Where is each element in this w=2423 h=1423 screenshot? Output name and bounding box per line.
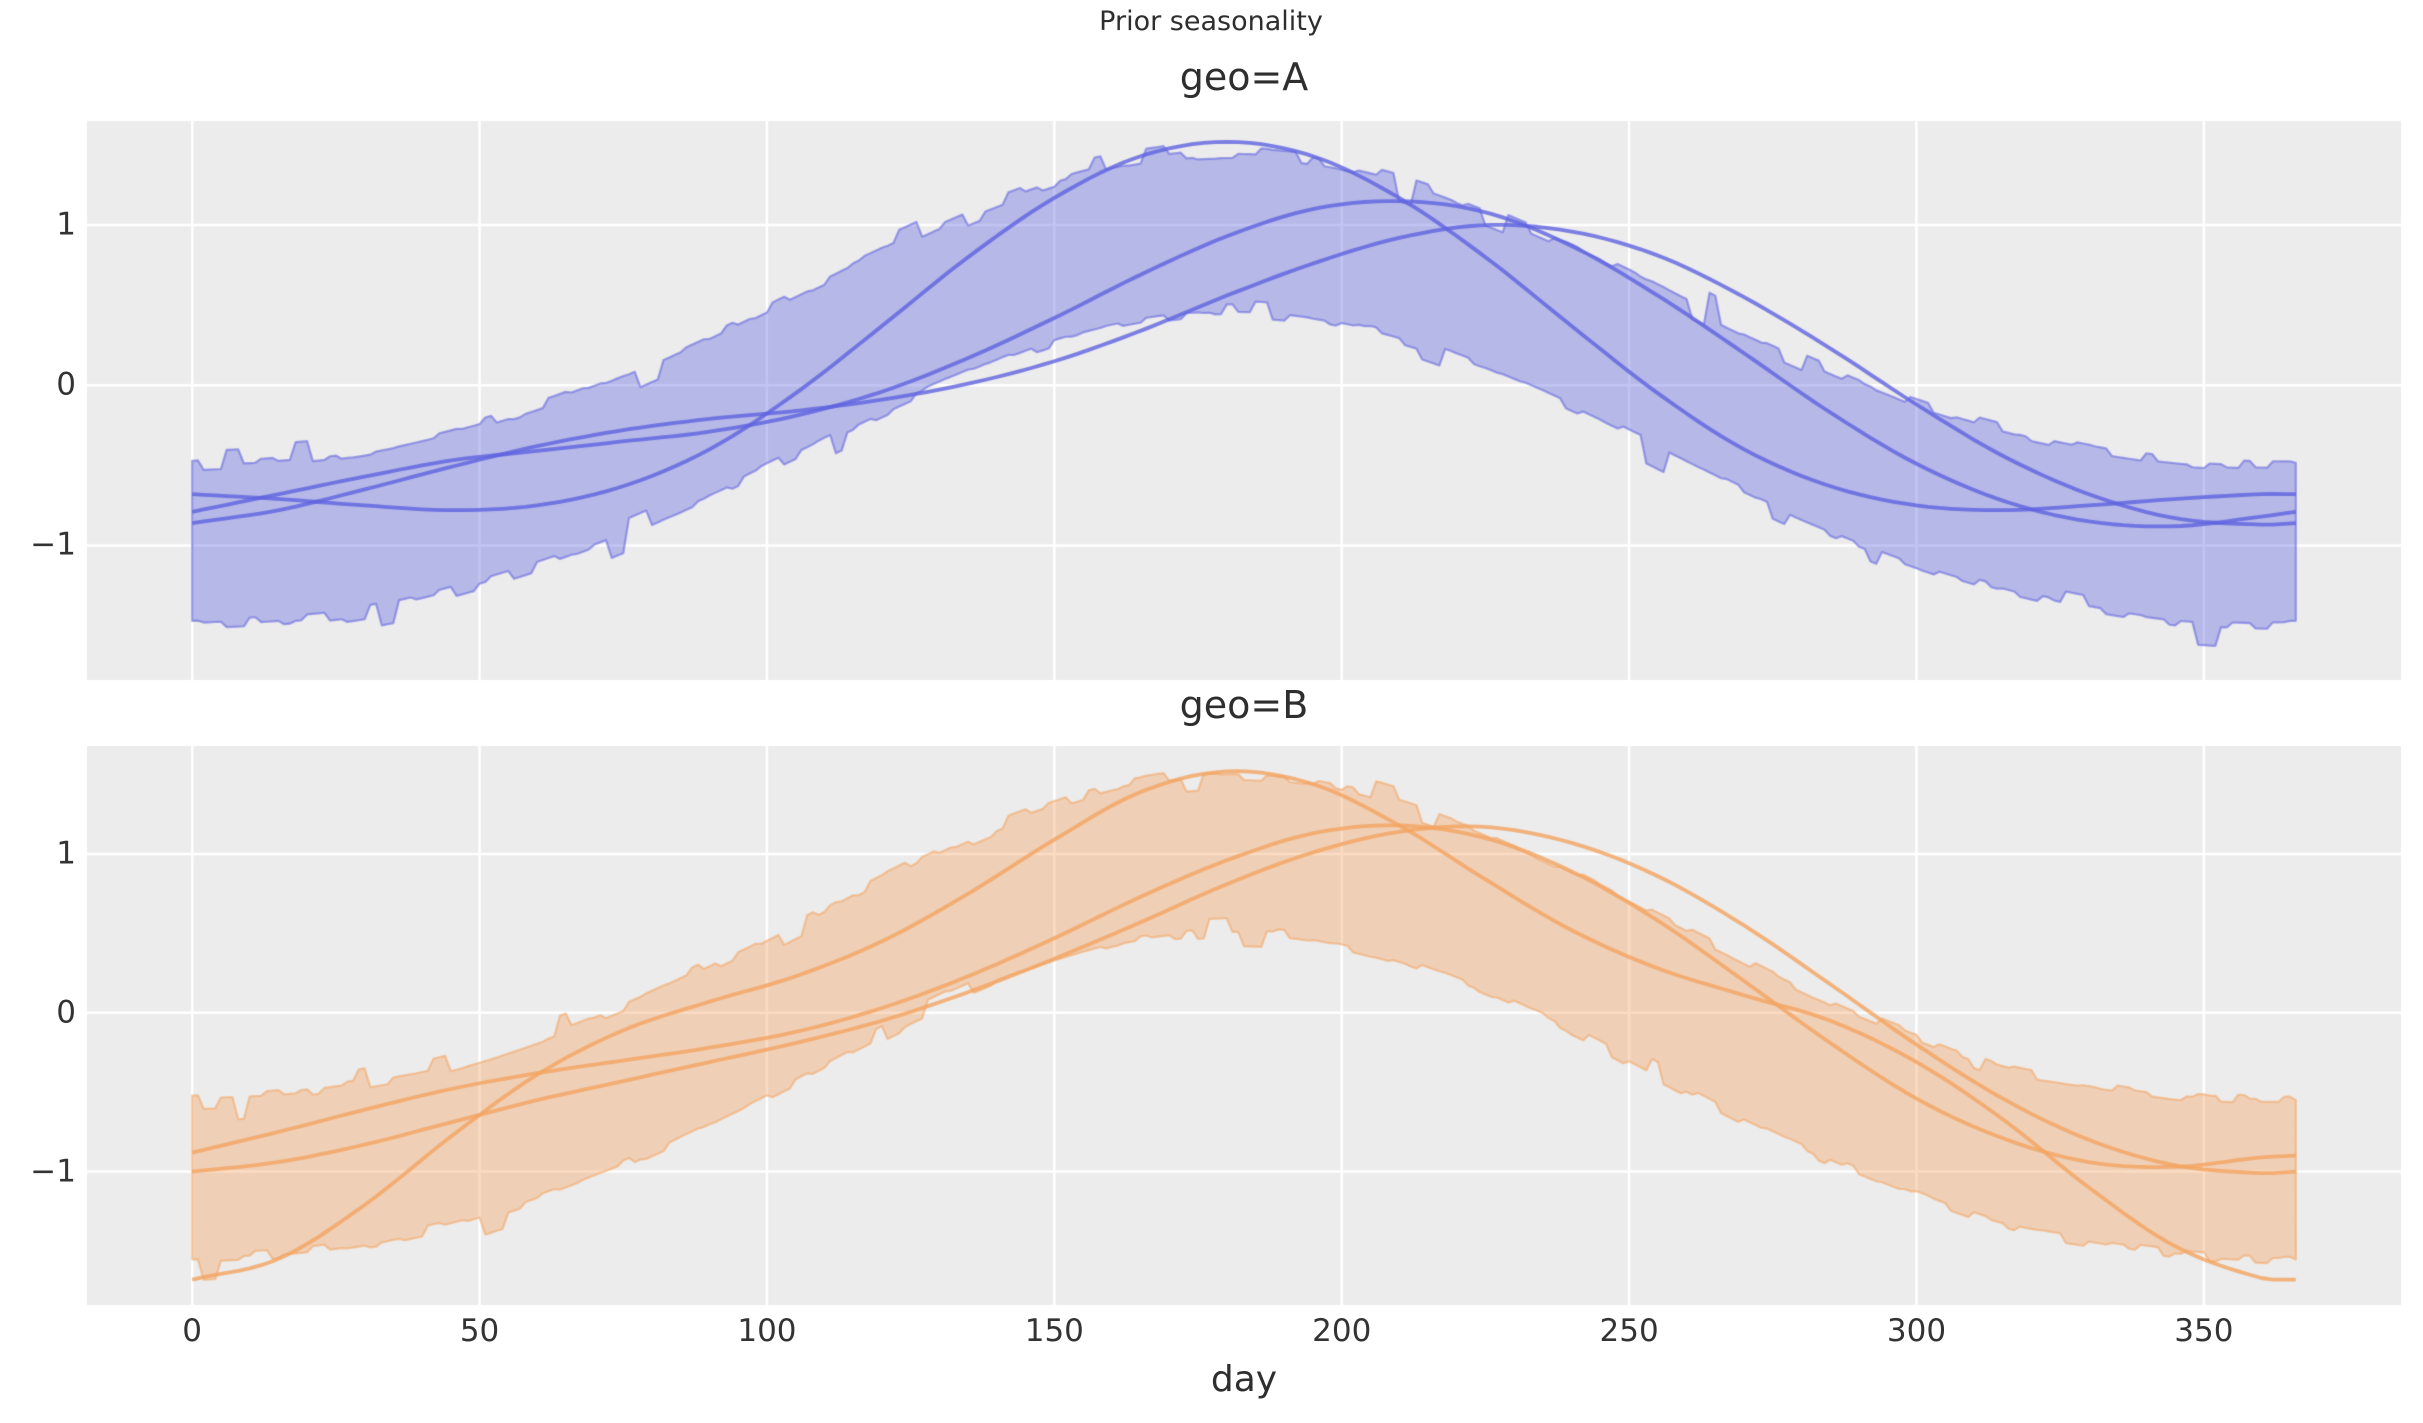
x-tick-label: 250 — [1599, 1313, 1659, 1349]
y-tick-label: 0 — [56, 366, 76, 403]
x-tick-label: 150 — [1024, 1313, 1084, 1349]
subplot-a-title: geo=A — [1179, 55, 1309, 99]
y-tick-label: 1 — [56, 206, 76, 243]
y-tick-label: 1 — [56, 835, 76, 872]
x-axis-label: day — [1210, 1359, 1278, 1400]
x-tick-label: 350 — [2174, 1313, 2234, 1349]
x-tick-label: 300 — [1886, 1313, 1947, 1349]
x-tick-label: 0 — [182, 1313, 203, 1349]
x-tick-label: 100 — [737, 1313, 797, 1349]
y-tick-label: −1 — [30, 1153, 76, 1190]
x-tick-label: 50 — [459, 1313, 500, 1349]
subplot-b-title: geo=B — [1179, 683, 1309, 727]
figure-suptitle: Prior seasonality — [1099, 6, 1323, 37]
x-tick-label: 200 — [1312, 1313, 1372, 1349]
y-tick-label: −1 — [30, 526, 76, 563]
y-tick-label: 0 — [56, 994, 76, 1031]
